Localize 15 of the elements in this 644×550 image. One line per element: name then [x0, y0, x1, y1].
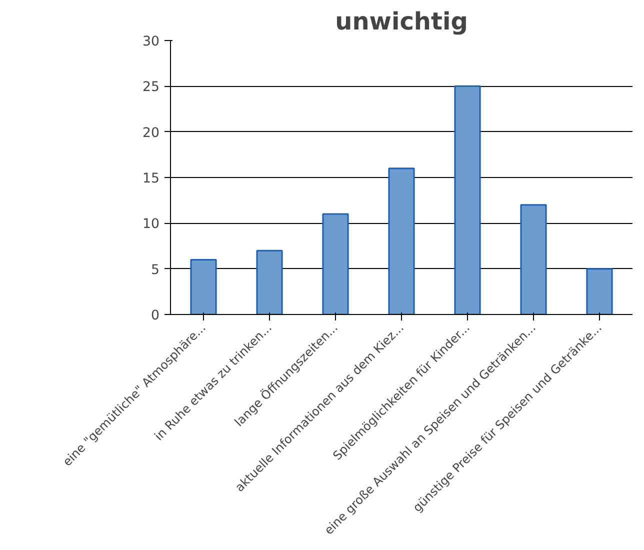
bar [190, 258, 217, 314]
chart-title: unwichtig [335, 8, 468, 36]
bar [454, 85, 481, 314]
y-tick-label: 10 [142, 217, 160, 232]
bar [586, 268, 613, 314]
bar [322, 213, 349, 314]
y-tick-label: 5 [151, 262, 160, 278]
y-tick-label: 0 [151, 308, 160, 324]
y-tick-label: 25 [142, 80, 160, 96]
y-tick-label: 30 [142, 34, 160, 50]
y-tick-label: 15 [142, 172, 160, 186]
bar [388, 168, 415, 314]
y-tick-label: 20 [142, 126, 160, 141]
bar [520, 204, 547, 314]
bar [256, 250, 283, 314]
